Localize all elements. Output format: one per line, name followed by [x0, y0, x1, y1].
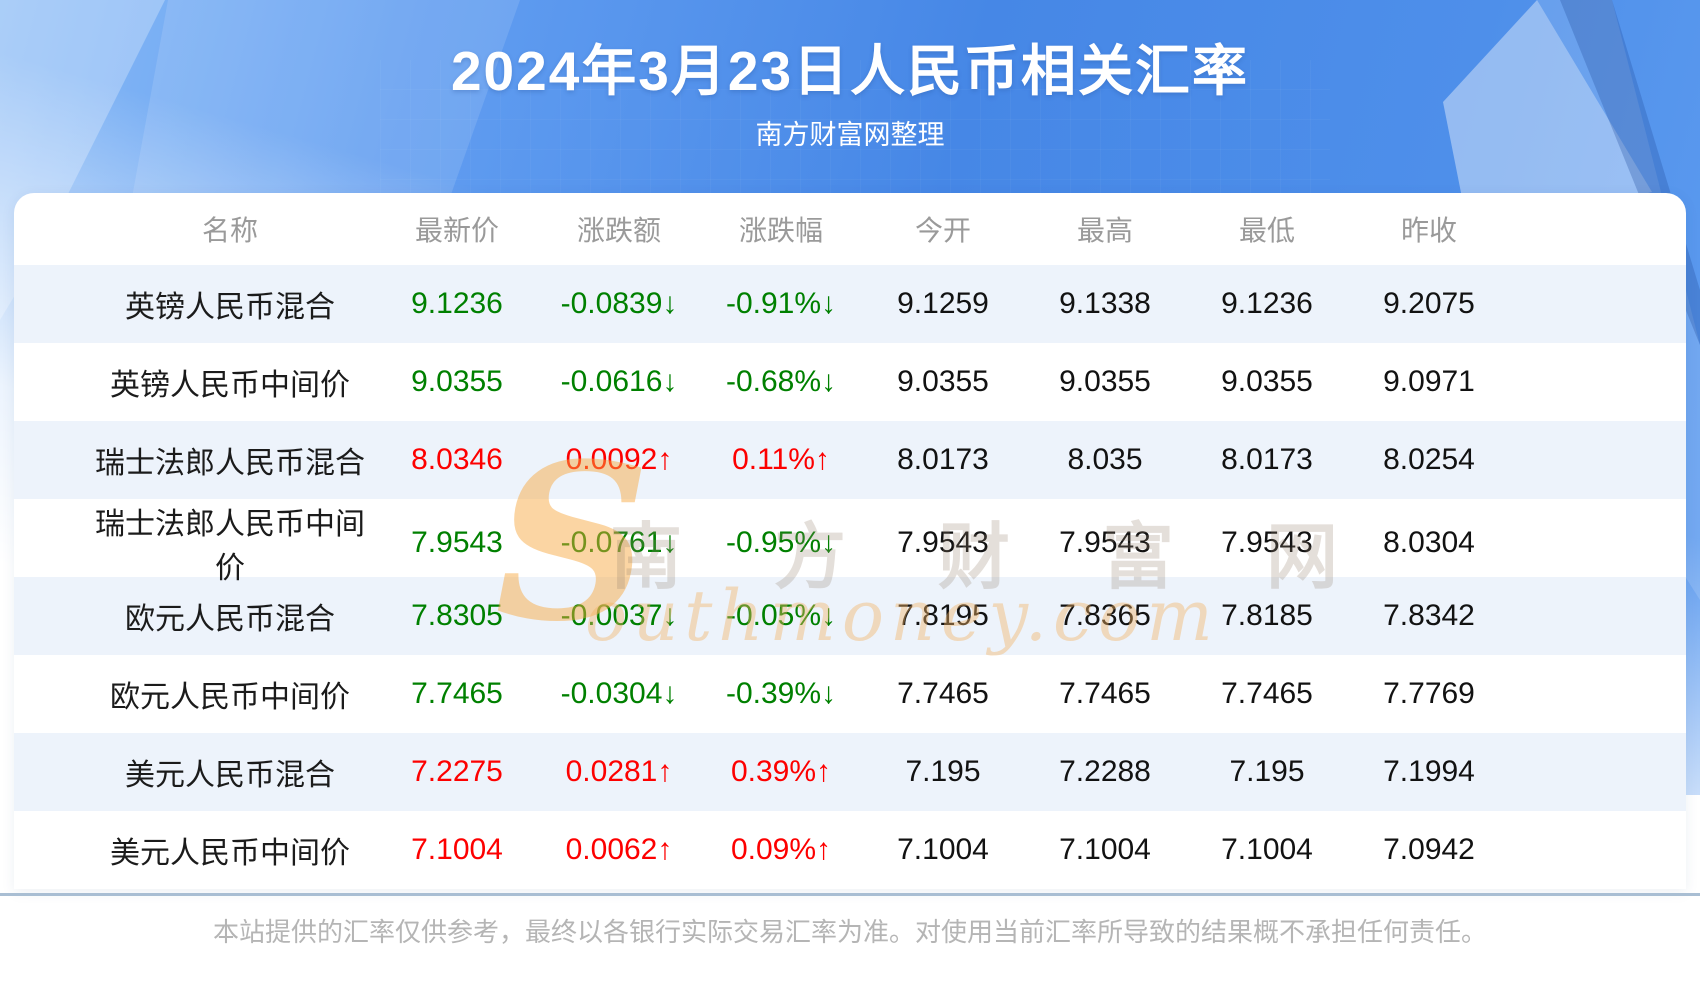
prev-close-price: 9.0971: [1383, 365, 1475, 398]
low-price: 8.0173: [1221, 443, 1313, 476]
table-row-gbp-mixed: 英镑人民币混合 9.1236 -0.0839↓ -0.91%↓ 9.1259 9…: [14, 265, 1686, 343]
change-percent: -0.05%↓: [725, 599, 837, 632]
col-header-high: 最高: [1076, 215, 1133, 246]
table-row-eur-mixed: 欧元人民币混合 7.8305 -0.0037↓ -0.05%↓ 7.8195 7…: [14, 577, 1686, 655]
open-price: 9.0355: [897, 365, 989, 398]
change-amount: 0.0092↑: [565, 443, 673, 476]
change-amount: -0.0839↓: [560, 287, 678, 320]
change-amount: -0.0616↓: [560, 365, 678, 398]
currency-name: 欧元人民币混合: [125, 603, 335, 636]
prev-close-price: 9.2075: [1383, 287, 1475, 320]
change-amount: 0.0281↑: [565, 755, 673, 788]
currency-name: 美元人民币中间价: [110, 837, 350, 870]
open-price: 7.195: [905, 755, 981, 788]
col-header-change-pct: 涨跌幅: [738, 215, 823, 246]
table-row-eur-central: 欧元人民币中间价 7.7465 -0.0304↓ -0.39%↓ 7.7465 …: [14, 655, 1686, 733]
open-price: 7.1004: [897, 833, 989, 866]
change-percent: -0.68%↓: [725, 365, 837, 398]
open-price: 7.9543: [897, 526, 989, 559]
latest-price: 7.9543: [411, 526, 503, 559]
low-price: 7.7465: [1221, 677, 1313, 710]
change-amount: -0.0761↓: [560, 526, 678, 559]
latest-price: 9.1236: [411, 287, 503, 320]
high-price: 9.0355: [1059, 365, 1151, 398]
open-price: 8.0173: [897, 443, 989, 476]
change-percent: 0.09%↑: [730, 833, 832, 866]
table-row-chf-mixed: 瑞士法郎人民币混合 8.0346 0.0092↑ 0.11%↑ 8.0173 8…: [14, 421, 1686, 499]
low-price: 7.8185: [1221, 599, 1313, 632]
col-header-change: 涨跌额: [576, 215, 661, 246]
currency-name: 英镑人民币混合: [125, 291, 335, 324]
low-price: 7.1004: [1221, 833, 1313, 866]
page-title: 2024年3月23日人民币相关汇率: [450, 40, 1250, 102]
table-row-gbp-central: 英镑人民币中间价 9.0355 -0.0616↓ -0.68%↓ 9.0355 …: [14, 343, 1686, 421]
change-amount: 0.0062↑: [565, 833, 673, 866]
currency-name: 欧元人民币中间价: [110, 681, 350, 714]
high-price: 7.1004: [1059, 833, 1151, 866]
change-percent: -0.91%↓: [725, 287, 837, 320]
low-price: 7.195: [1229, 755, 1305, 788]
prev-close-price: 7.7769: [1383, 677, 1475, 710]
currency-name: 瑞士法郎人民币混合: [95, 447, 365, 480]
col-header-prev-close: 昨收: [1400, 215, 1457, 246]
latest-price: 7.2275: [411, 755, 503, 788]
latest-price: 7.7465: [411, 677, 503, 710]
currency-name: 瑞士法郎人民币中间价: [95, 508, 365, 585]
low-price: 9.1236: [1221, 287, 1313, 320]
col-header-latest: 最新价: [414, 215, 499, 246]
disclaimer-text: 本站提供的汇率仅供参考，最终以各银行实际交易汇率为准。对使用当前汇率所导致的结果…: [212, 917, 1487, 947]
low-price: 7.9543: [1221, 526, 1313, 559]
prev-close-price: 8.0304: [1383, 526, 1475, 559]
high-price: 8.035: [1067, 443, 1143, 476]
change-amount: -0.0304↓: [560, 677, 678, 710]
col-header-open: 今开: [914, 215, 971, 246]
high-price: 7.9543: [1059, 526, 1151, 559]
latest-price: 7.1004: [411, 833, 503, 866]
col-header-low: 最低: [1238, 215, 1295, 246]
latest-price: 8.0346: [411, 443, 503, 476]
high-price: 7.2288: [1059, 755, 1151, 788]
footer-divider: [0, 893, 1700, 896]
latest-price: 7.8305: [411, 599, 503, 632]
prev-close-price: 7.1994: [1383, 755, 1475, 788]
change-percent: 0.11%↑: [732, 443, 830, 476]
open-price: 7.8195: [897, 599, 989, 632]
table-header-row: 名称 最新价 涨跌额 涨跌幅 今开 最高 最低 昨收: [14, 193, 1686, 265]
high-price: 9.1338: [1059, 287, 1151, 320]
col-header-name: 名称: [201, 215, 258, 246]
table-body: 英镑人民币混合 9.1236 -0.0839↓ -0.91%↓ 9.1259 9…: [14, 265, 1686, 889]
high-price: 7.7465: [1059, 677, 1151, 710]
open-price: 9.1259: [897, 287, 989, 320]
currency-name: 美元人民币混合: [125, 759, 335, 792]
prev-close-price: 7.0942: [1383, 833, 1475, 866]
low-price: 9.0355: [1221, 365, 1313, 398]
table-row-usd-mixed: 美元人民币混合 7.2275 0.0281↑ 0.39%↑ 7.195 7.22…: [14, 733, 1686, 811]
page-subtitle: 南方财富网整理: [755, 120, 945, 150]
change-amount: -0.0037↓: [560, 599, 678, 632]
table-row-usd-central: 美元人民币中间价 7.1004 0.0062↑ 0.09%↑ 7.1004 7.…: [14, 811, 1686, 889]
prev-close-price: 8.0254: [1383, 443, 1475, 476]
change-percent: 0.39%↑: [730, 755, 832, 788]
change-percent: -0.95%↓: [725, 526, 837, 559]
rates-table-card: 名称 最新价 涨跌额 涨跌幅 今开 最高 最低 昨收 英镑人民币混合 9.123…: [14, 193, 1686, 889]
change-percent: -0.39%↓: [725, 677, 837, 710]
currency-name: 英镑人民币中间价: [110, 369, 350, 402]
high-price: 7.8365: [1059, 599, 1151, 632]
open-price: 7.7465: [897, 677, 989, 710]
latest-price: 9.0355: [411, 365, 503, 398]
prev-close-price: 7.8342: [1383, 599, 1475, 632]
table-row-chf-central: 瑞士法郎人民币中间价 7.9543 -0.0761↓ -0.95%↓ 7.954…: [14, 499, 1686, 585]
